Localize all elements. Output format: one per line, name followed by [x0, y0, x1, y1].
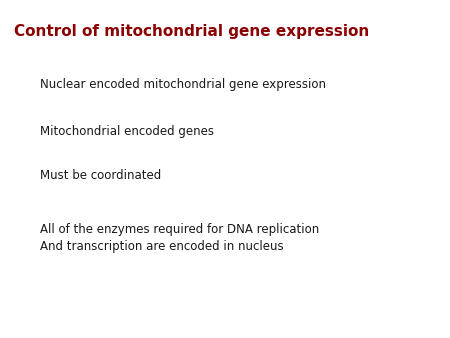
Text: Nuclear encoded mitochondrial gene expression: Nuclear encoded mitochondrial gene expre…: [40, 78, 327, 91]
Text: Must be coordinated: Must be coordinated: [40, 169, 162, 182]
Text: Mitochondrial encoded genes: Mitochondrial encoded genes: [40, 125, 215, 138]
Text: Control of mitochondrial gene expression: Control of mitochondrial gene expression: [14, 24, 369, 39]
Text: All of the enzymes required for DNA replication
And transcription are encoded in: All of the enzymes required for DNA repl…: [40, 223, 320, 253]
